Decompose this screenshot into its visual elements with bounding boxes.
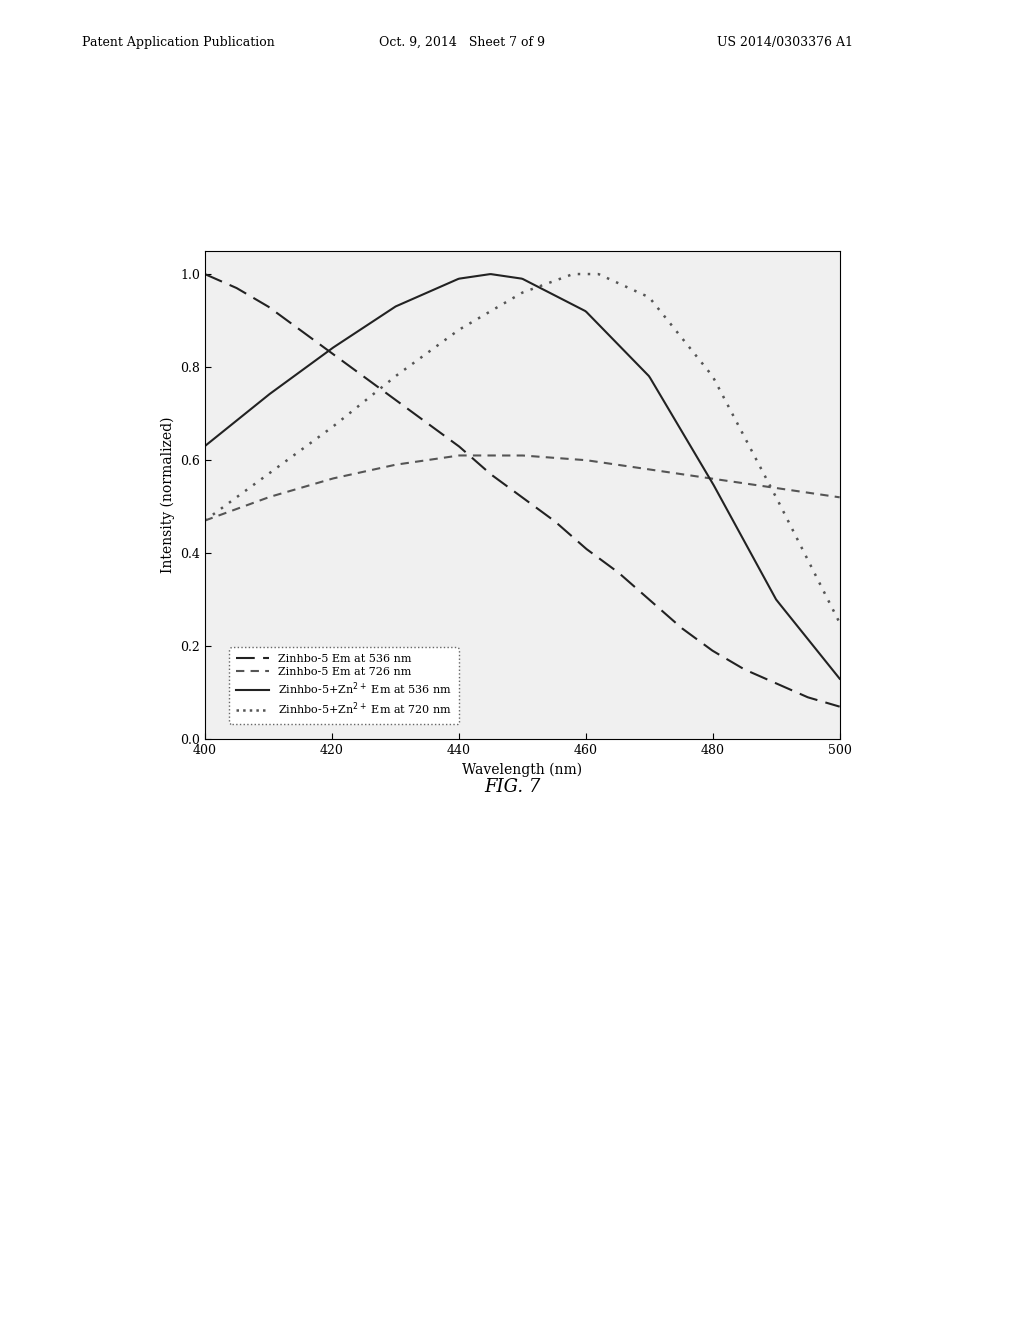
Text: Oct. 9, 2014   Sheet 7 of 9: Oct. 9, 2014 Sheet 7 of 9 xyxy=(379,36,545,49)
Text: US 2014/0303376 A1: US 2014/0303376 A1 xyxy=(717,36,853,49)
Y-axis label: Intensity (normalized): Intensity (normalized) xyxy=(160,417,174,573)
X-axis label: Wavelength (nm): Wavelength (nm) xyxy=(462,763,583,777)
Text: FIG. 7: FIG. 7 xyxy=(483,777,541,796)
Text: Patent Application Publication: Patent Application Publication xyxy=(82,36,274,49)
Legend: Zinhbo-5 Em at 536 nm, Zinhbo-5 Em at 726 nm, Zinhbo-5+Zn$^{2+}$ Em at 536 nm, Z: Zinhbo-5 Em at 536 nm, Zinhbo-5 Em at 72… xyxy=(229,647,459,723)
